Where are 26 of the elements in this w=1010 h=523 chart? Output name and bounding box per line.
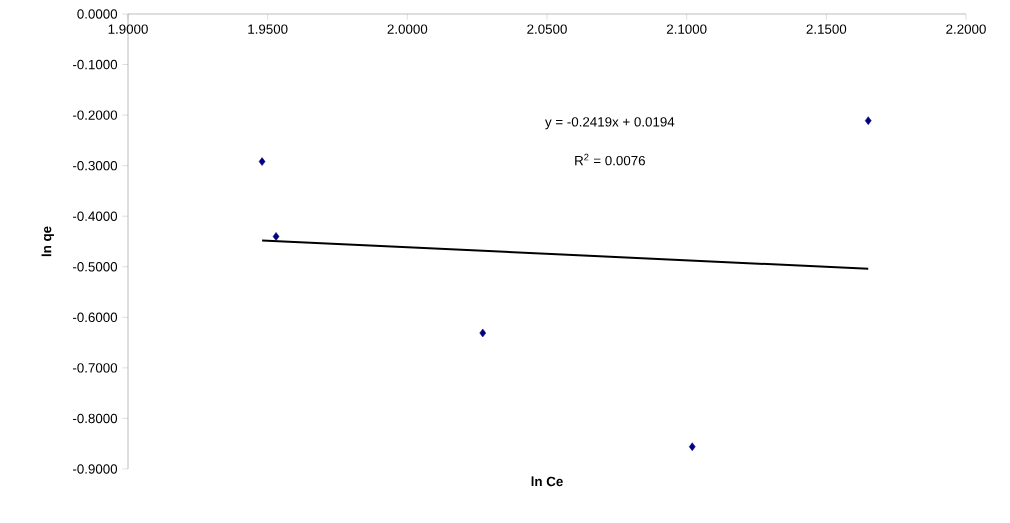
- point: [688, 442, 696, 452]
- x-tick-label: 2.0500: [527, 24, 567, 34]
- x-tick-label: 1.9500: [248, 24, 288, 34]
- y-tick-label: -0.4000: [72, 211, 118, 221]
- y-tick-label: -0.2000: [72, 110, 118, 120]
- x-tick-label: 2.2000: [946, 24, 986, 34]
- y-axis-title: ln qe: [41, 226, 54, 257]
- x-axis-title: ln Ce: [531, 476, 563, 487]
- y-tick-label: -0.5000: [72, 262, 118, 272]
- y-tick-label: 0.0000: [77, 9, 118, 19]
- x-tick-label: 2.1000: [666, 24, 707, 34]
- point: [479, 328, 487, 338]
- annotation: y = -0.2419x + 0.0194: [545, 117, 675, 130]
- y-tick-label: -0.6000: [72, 312, 118, 323]
- y-tick-label: -0.8000: [72, 413, 118, 424]
- y-tick-label: -0.7000: [72, 363, 118, 373]
- point: [864, 116, 872, 125]
- y-tick-label: -0.1000: [72, 59, 118, 70]
- x-tick-label: 2.0000: [387, 24, 428, 34]
- annotation: R$^{2}$ = 0.0076: [575, 153, 645, 166]
- point: [258, 157, 266, 166]
- y-tick-label: -0.9000: [72, 464, 118, 474]
- y-tick-label: -0.3000: [72, 160, 118, 171]
- point: [272, 232, 280, 241]
- x-tick-label: 2.1500: [806, 24, 847, 34]
- x-tick-label: 1.9000: [108, 24, 148, 34]
